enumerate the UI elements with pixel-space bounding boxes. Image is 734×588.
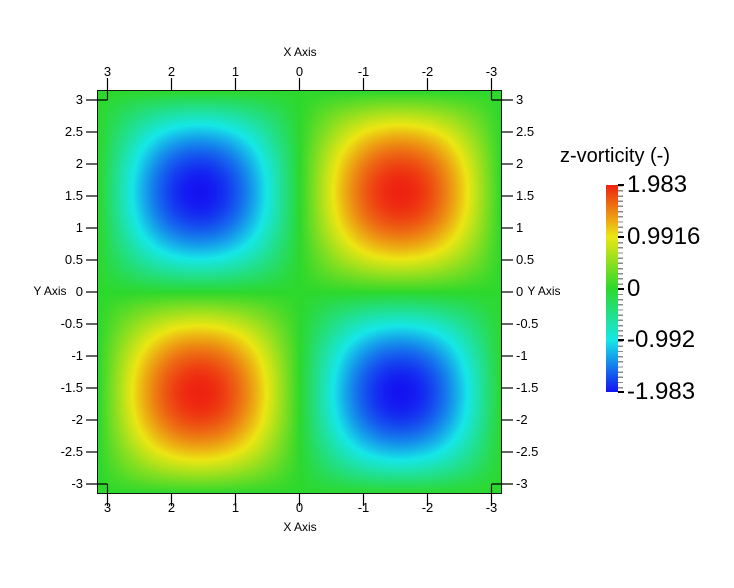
y-tick-label-left: 0.5 (65, 252, 83, 267)
x-tick-label-top: -1 (358, 64, 370, 79)
legend-tick (618, 184, 624, 186)
x-tick-label-bottom: 0 (296, 500, 303, 515)
y-tick-label-left: -2 (71, 412, 83, 427)
y-tick-label-right: 0.5 (516, 252, 534, 267)
y-tick-label-right: -1 (516, 348, 528, 363)
legend-tick-label: -0.992 (627, 326, 696, 354)
legend-tick-label: 0 (627, 274, 641, 302)
x-tick-label-top: 1 (232, 64, 239, 79)
y-tick-label-left: 2.5 (65, 124, 83, 139)
x-tick-label-top: -3 (486, 64, 498, 79)
x-axis-title-bottom: X Axis (283, 520, 317, 534)
x-tick-label-bottom: 3 (104, 500, 111, 515)
x-tick-label-top: 3 (104, 64, 111, 79)
y-tick-label-left: -0.5 (61, 316, 83, 331)
vorticity-heatmap[interactable] (98, 91, 501, 493)
y-tick-label-right: 3 (516, 92, 523, 107)
y-tick-label-right: -2 (516, 412, 528, 427)
y-axis-title-right: Y Axis (527, 284, 561, 298)
y-tick-label-left: -2.5 (61, 444, 83, 459)
x-tick-label-bottom: -1 (358, 500, 370, 515)
y-tick-label-right: -1.5 (516, 380, 538, 395)
legend-tick (618, 235, 624, 238)
x-tick-label-top: -2 (422, 64, 434, 79)
y-tick-label-right: -0.5 (516, 316, 538, 331)
y-tick-label-left: 3 (76, 92, 83, 107)
y-tick-label-right: 2.5 (516, 124, 534, 139)
x-tick-label-top: 0 (296, 64, 303, 79)
x-tick-label-bottom: -3 (486, 500, 498, 515)
y-tick-label-right: 2 (516, 156, 523, 171)
legend-tick (618, 287, 624, 290)
legend-tick-label: -1.983 (627, 378, 696, 405)
y-tick-label-right: 1.5 (516, 188, 534, 203)
x-tick-label-top: 2 (168, 64, 175, 79)
y-tick-label-right: -3 (516, 476, 528, 491)
legend-title: z-vorticity (-) (560, 145, 670, 167)
y-tick-label-left: -3 (71, 476, 83, 491)
y-tick-label-left: -1.5 (61, 380, 83, 395)
y-tick-label-right: -2.5 (516, 444, 538, 459)
legend-tick-label: 1.983 (627, 171, 688, 198)
legend-tick-label: 0.9916 (627, 222, 701, 250)
y-tick-label-left: 2 (76, 156, 83, 171)
y-tick-label-right: 1 (516, 220, 523, 235)
colorbar (606, 185, 618, 392)
legend-tick (618, 339, 624, 342)
x-tick-label-bottom: 2 (168, 500, 175, 515)
x-tick-label-bottom: -2 (422, 500, 434, 515)
y-tick-label-left: 1 (76, 220, 83, 235)
x-tick-label-bottom: 1 (232, 500, 239, 515)
x-axis-title-top: X Axis (283, 45, 317, 59)
y-axis-title-left: Y Axis (33, 284, 67, 298)
legend-tick (618, 391, 624, 393)
y-tick-label-left: -1 (71, 348, 83, 363)
y-tick-label-left: 1.5 (65, 188, 83, 203)
